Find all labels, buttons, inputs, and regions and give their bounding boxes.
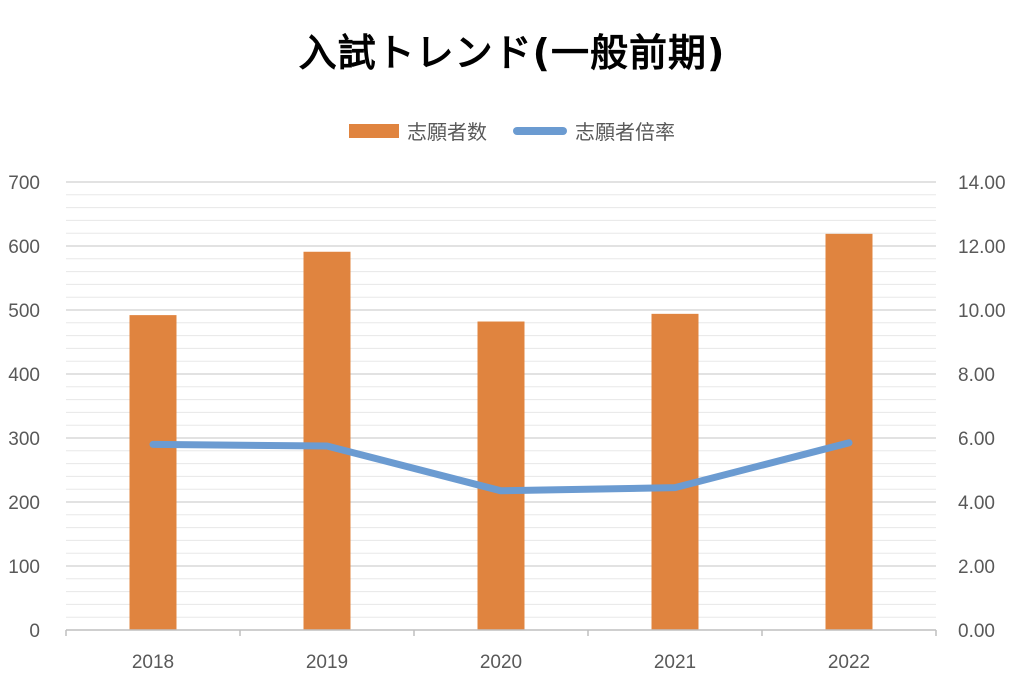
x-tick-label-2018: 2018 [132, 652, 174, 673]
y-left-tick-label: 500 [8, 301, 40, 322]
legend-swatch-line [513, 126, 567, 135]
x-tick-label-2019: 2019 [306, 652, 348, 673]
legend-label-ratio: 志願者倍率 [575, 120, 675, 144]
y-left-tick-label: 200 [8, 493, 40, 514]
y-left-tick-label: 700 [8, 173, 40, 194]
legend-item-ratio: 志願者倍率 [513, 116, 675, 145]
legend-item-applicants: 志願者数 [349, 116, 487, 145]
bar-2022 [825, 233, 873, 630]
chart-title: 入試トレンド(一般前期) [298, 31, 726, 75]
y-left-tick-label: 100 [8, 557, 40, 578]
y-right-tick-label: 2.00 [958, 557, 995, 578]
y-left-tick-label: 300 [8, 429, 40, 450]
legend-swatch-bar [349, 123, 399, 138]
x-tick-label-2022: 2022 [828, 652, 870, 673]
legend-label-applicants: 志願者数 [407, 120, 487, 144]
x-tick-label-2020: 2020 [480, 652, 522, 673]
y-right-tick-label: 6.00 [958, 429, 995, 450]
y-right-tick-label: 4.00 [958, 493, 995, 514]
y-right-tick-label: 12.00 [958, 237, 1006, 258]
y-left-tick-label: 0 [29, 621, 40, 642]
y-right-tick-label: 8.00 [958, 365, 995, 386]
y-right-tick-label: 0.00 [958, 621, 995, 642]
legend: 志願者数 志願者倍率 [0, 116, 1024, 145]
bar-2021 [651, 313, 699, 630]
bar-2018 [129, 315, 177, 630]
y-left-tick-label: 600 [8, 237, 40, 258]
x-tick-label-2021: 2021 [654, 652, 696, 673]
y-right-tick-label: 14.00 [958, 173, 1006, 194]
bar-2020 [477, 321, 525, 630]
bar-2019 [303, 251, 351, 630]
y-left-tick-label: 400 [8, 365, 40, 386]
y-right-tick-label: 10.00 [958, 301, 1006, 322]
